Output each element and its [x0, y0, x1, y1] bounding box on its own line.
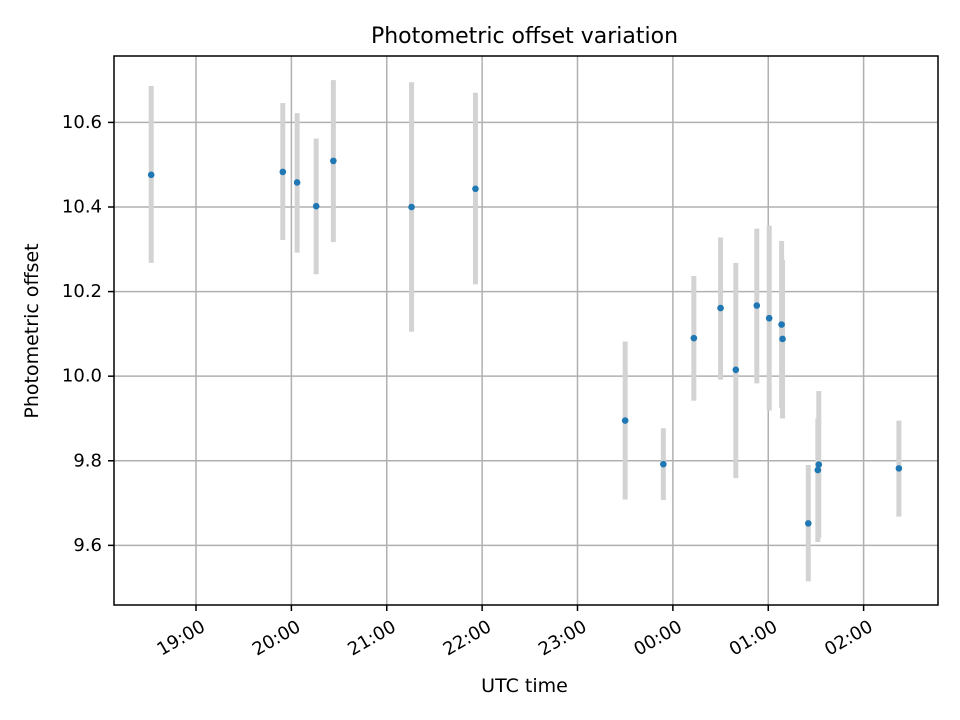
data-point: [621, 417, 629, 424]
data-point: [312, 202, 320, 210]
plot-frame: [113, 55, 939, 606]
data-point: [815, 461, 823, 468]
y-tick-label: 9.6: [73, 535, 102, 556]
y-tick-label: 10.0: [62, 366, 102, 387]
chart-title: Photometric offset variation: [371, 24, 678, 49]
y-tick-label: 10.4: [62, 196, 102, 217]
data-point: [690, 334, 698, 342]
data-point: [330, 157, 337, 165]
data-point: [765, 314, 773, 322]
data-point: [732, 366, 740, 374]
data-point: [717, 304, 724, 312]
data-point: [660, 460, 667, 468]
data-point: [279, 168, 287, 176]
x-axis-label: UTC time: [481, 675, 568, 697]
y-tick-label: 10.6: [62, 112, 102, 133]
data-point: [472, 185, 479, 193]
y-axis-ticks: 9.6 9.8 10.0 10.2 10.4 10.6: [62, 112, 114, 556]
y-tick-label: 10.2: [62, 281, 102, 302]
data-point: [779, 335, 786, 343]
data-point: [293, 179, 301, 186]
data-point: [753, 302, 761, 309]
data-point: [147, 171, 155, 179]
data-point: [778, 321, 785, 328]
data-point: [814, 466, 822, 474]
data-point: [408, 203, 415, 211]
data-points: [147, 157, 903, 527]
grid: [114, 56, 938, 605]
data-point: [895, 465, 903, 472]
y-axis-label: Photometric offset: [21, 243, 43, 418]
y-tick-label: 9.8: [73, 450, 102, 471]
data-point: [804, 520, 812, 527]
